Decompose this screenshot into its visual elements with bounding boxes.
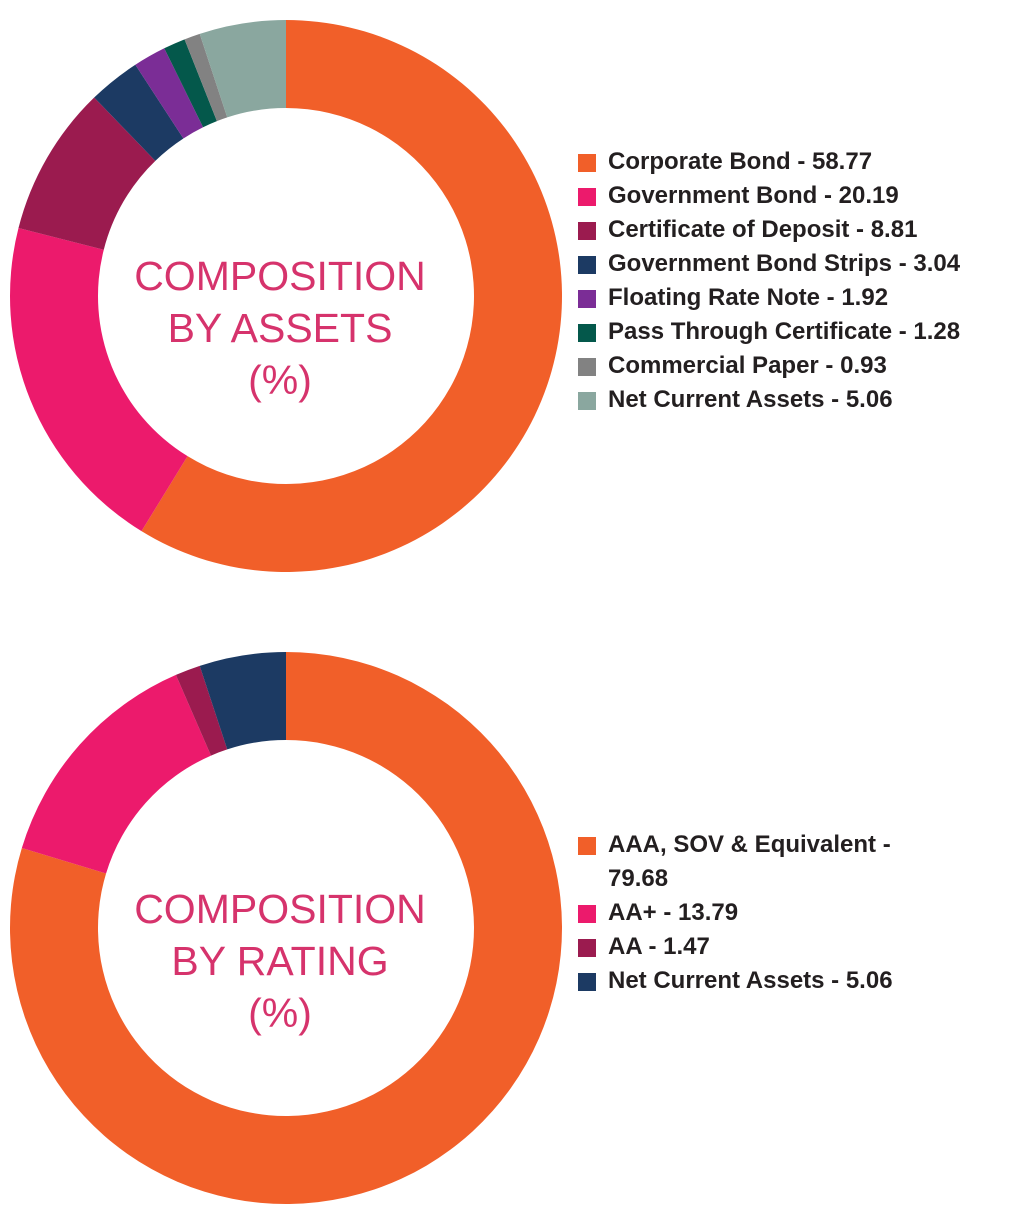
slice-government-bond-strips <box>94 64 184 161</box>
legend-label: Government Bond - 20.19 <box>608 182 899 209</box>
assets-legend: Corporate Bond - 58.77 Government Bond -… <box>578 145 1003 417</box>
legend-label: AA+ - 13.79 <box>608 899 739 926</box>
slice-government-bond <box>9 228 188 532</box>
rating-title-line-3: (%) <box>248 990 312 1036</box>
legend-label: Pass Through Certificate - 1.28 <box>608 318 961 345</box>
legend-label: Commercial Paper - 0.93 <box>608 352 887 379</box>
slice-certificate-of-deposit <box>18 97 156 250</box>
slice-corporate-bond <box>141 20 562 572</box>
legend-label: AA - 1.47 <box>608 933 710 960</box>
legend-label: Floating Rate Note - 1.92 <box>608 284 889 311</box>
legend-item: AA+ - 13.79 <box>578 896 1003 930</box>
legend-swatch <box>578 188 596 206</box>
slice-pass-through-certificate <box>164 39 217 128</box>
legend-swatch <box>578 324 596 342</box>
composition-by-assets-chart: COMPOSITION BY ASSETS (%) Corporate Bond… <box>0 0 1010 600</box>
legend-item: AAA, SOV & Equivalent - 79.68 <box>578 828 953 896</box>
assets-donut <box>9 20 562 572</box>
legend-item: Government Bond - 20.19 <box>578 179 1003 213</box>
rating-center-title: COMPOSITION BY RATING (%) <box>100 883 460 1039</box>
legend-item: Corporate Bond - 58.77 <box>578 145 1003 179</box>
legend-swatch <box>578 392 596 410</box>
legend-item: AA - 1.47 <box>578 930 1003 964</box>
rating-legend: AAA, SOV & Equivalent - 79.68 AA+ - 13.7… <box>578 828 1003 998</box>
legend-swatch <box>578 837 596 855</box>
assets-title-line-3: (%) <box>248 357 312 403</box>
legend-swatch <box>578 973 596 991</box>
legend-item: Net Current Assets - 5.06 <box>578 383 1003 417</box>
slice-net-current-assets <box>199 20 286 118</box>
slice-aa <box>175 665 228 756</box>
legend-swatch <box>578 358 596 376</box>
legend-item: Government Bond Strips - 3.04 <box>578 247 1003 281</box>
legend-label: Net Current Assets - 5.06 <box>608 967 893 994</box>
legend-swatch <box>578 939 596 957</box>
legend-item: Pass Through Certificate - 1.28 <box>578 315 1003 349</box>
legend-label: AAA, SOV & Equivalent - 79.68 <box>608 831 891 892</box>
slice-commercial-paper <box>184 33 228 122</box>
legend-swatch <box>578 290 596 308</box>
legend-item: Net Current Assets - 5.06 <box>578 964 1003 998</box>
legend-label: Certificate of Deposit - 8.81 <box>608 216 918 243</box>
legend-item: Certificate of Deposit - 8.81 <box>578 213 1003 247</box>
legend-swatch <box>578 905 596 923</box>
rating-donut <box>9 652 562 1204</box>
assets-center-title: COMPOSITION BY ASSETS (%) <box>100 250 460 406</box>
legend-label: Net Current Assets - 5.06 <box>608 386 893 413</box>
legend-label: Corporate Bond - 58.77 <box>608 148 873 175</box>
legend-swatch <box>578 154 596 172</box>
slice-floating-rate-note <box>135 48 204 139</box>
slice-aaa-sov-equivalent <box>9 652 562 1204</box>
slice-net-current-assets <box>199 652 286 750</box>
rating-title-line-2: BY RATING <box>171 938 389 984</box>
slice-aa <box>21 674 212 874</box>
legend-swatch <box>578 222 596 240</box>
legend-item: Commercial Paper - 0.93 <box>578 349 1003 383</box>
legend-swatch <box>578 256 596 274</box>
rating-title-line-1: COMPOSITION <box>134 886 426 932</box>
assets-title-line-1: COMPOSITION <box>134 253 426 299</box>
legend-item: Floating Rate Note - 1.92 <box>578 281 1003 315</box>
composition-by-rating-chart: COMPOSITION BY RATING (%) AAA, SOV & Equ… <box>0 630 1010 1217</box>
assets-title-line-2: BY ASSETS <box>167 305 393 351</box>
legend-label: Government Bond Strips - 3.04 <box>608 250 961 277</box>
